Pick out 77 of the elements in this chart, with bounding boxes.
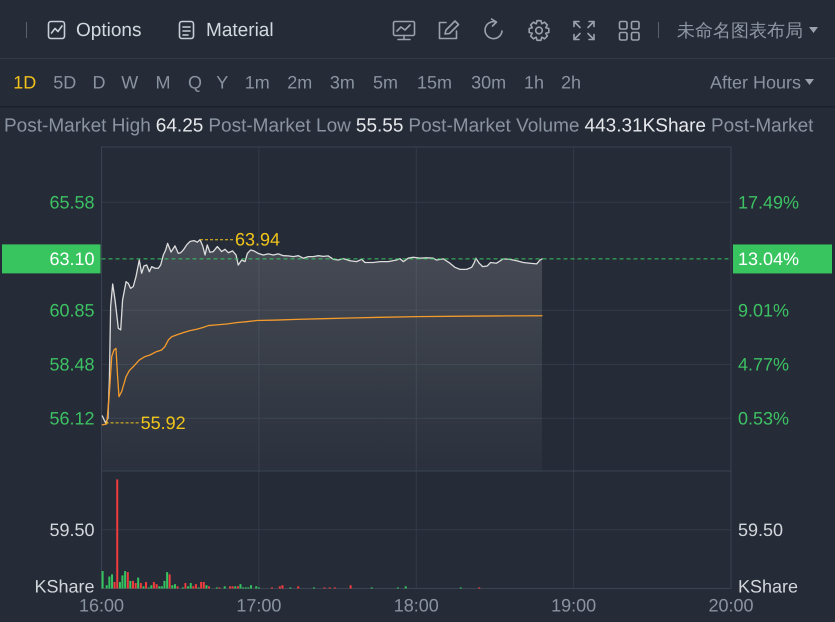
interval-tab-label: Y: [216, 72, 228, 92]
bar: [194, 584, 197, 588]
x-tick-label: 16:00: [78, 596, 124, 616]
interval-tab-label: 1D: [13, 72, 36, 92]
x-tick-label: 18:00: [394, 596, 439, 616]
bar: [156, 584, 158, 588]
y-tick-label: 60.85: [49, 300, 94, 320]
bar: [171, 585, 174, 588]
interval-tab-label: Q: [188, 72, 202, 92]
interval-tab-label: 3m: [330, 72, 355, 92]
ref-label: 63.10: [49, 248, 94, 269]
interval-tab-label: 30m: [471, 72, 506, 92]
bar: [108, 576, 110, 588]
bar: [129, 580, 132, 588]
interval-tab-label: 5D: [53, 72, 76, 92]
bar: [190, 583, 192, 588]
interval-tab-label: M: [156, 72, 170, 92]
interval-tab-label: 2h: [560, 72, 582, 92]
toolbar-button-label: Material: [206, 20, 274, 41]
bar: [168, 574, 171, 588]
y2-tick-label: 17.49%: [738, 192, 800, 212]
bar: [145, 582, 148, 588]
session-menu-label: After Hours: [710, 72, 801, 92]
interval-tab-label: 1m: [244, 72, 270, 92]
bar: [134, 583, 137, 588]
y2-axis-unit-label: KShare: [738, 576, 798, 596]
bar: [132, 580, 134, 588]
interval-tab-label: 1h: [524, 72, 544, 92]
y2-tick-label: 13.04%: [738, 248, 800, 269]
bar: [111, 574, 114, 588]
y-tick-label: 58.48: [49, 354, 94, 374]
bar: [152, 582, 155, 588]
interval-tab-label: D: [92, 72, 106, 92]
bar: [205, 585, 208, 588]
interval-tab-label: 5m: [373, 72, 398, 92]
bar: [202, 582, 205, 588]
bar: [281, 585, 284, 588]
bar: [102, 571, 104, 588]
y2-tick-label: 0.53%: [738, 408, 790, 428]
note-label: 55.92: [140, 412, 186, 433]
bar: [116, 479, 118, 588]
info-value-label: 55.55: [356, 116, 404, 136]
y-tick-label: 56.12: [49, 408, 94, 428]
axis-scale-label: 59.50: [738, 520, 784, 540]
layout-menu-label: 未命名图表布局: [677, 20, 803, 40]
x-tick-label: 20:00: [708, 596, 754, 616]
bar: [174, 584, 176, 588]
bar: [137, 578, 140, 588]
note-label: 63.94: [235, 230, 280, 250]
info-label: Post-Market Volume: [408, 116, 580, 136]
interval-tab-label: 15m: [417, 72, 452, 92]
bar: [184, 583, 186, 588]
bar: [126, 572, 129, 588]
bar: [250, 585, 252, 588]
bar: [200, 582, 202, 588]
bar: [140, 583, 142, 588]
bar: [121, 575, 124, 588]
y-tick-label: 65.58: [49, 192, 94, 212]
bar: [350, 585, 352, 588]
info-value-label: 443.31KShare: [584, 116, 706, 136]
info-label: Post-Market Low: [208, 116, 351, 136]
toolbar-button-label: Options: [76, 20, 142, 41]
bar: [150, 585, 152, 588]
bar: [239, 584, 242, 588]
x-tick-label: 19:00: [551, 596, 596, 616]
interval-tab-label: 2m: [287, 72, 312, 92]
info-label: Post-Market: [711, 116, 814, 136]
y2-tick-label: 9.01%: [738, 300, 790, 320]
info-label: Post-Market High: [4, 116, 151, 136]
info-value-label: 64.25: [156, 116, 204, 136]
y2-tick-label: 4.77%: [738, 354, 790, 374]
bar: [124, 571, 126, 588]
y-axis-unit-label: KShare: [34, 576, 94, 596]
interval-tab-label: W: [121, 72, 138, 92]
x-tick-label: 17:00: [236, 596, 282, 616]
axis-scale-label: 59.50: [49, 520, 94, 540]
bar: [166, 572, 168, 588]
